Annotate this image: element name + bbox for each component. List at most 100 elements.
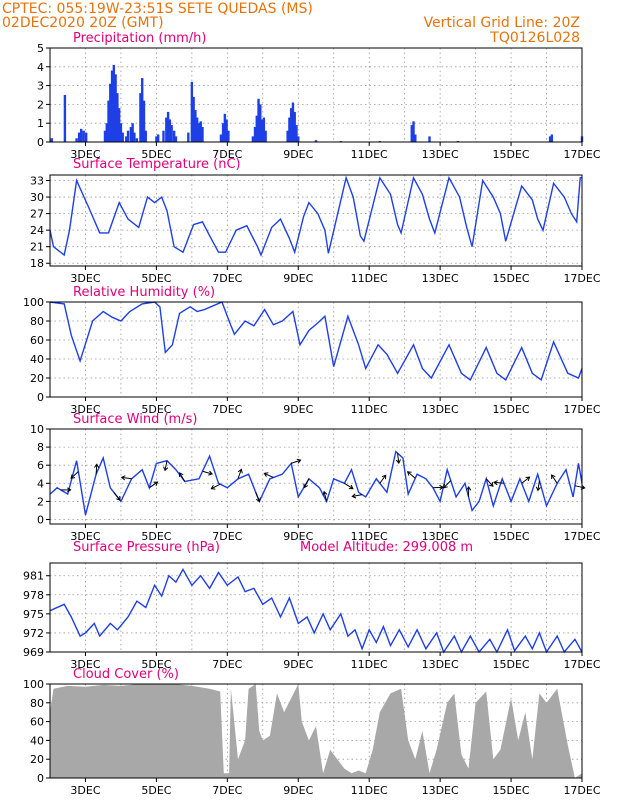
wind-barb-head	[351, 493, 357, 499]
temperature-xtick-label: 13DEC	[422, 272, 459, 285]
precipitation-bar	[114, 74, 117, 142]
temperature-xtick-label: 3DEC	[70, 272, 100, 285]
wind-barb-head	[488, 482, 494, 487]
precipitation-bar	[197, 123, 201, 142]
precipitation-ytick-label: 3	[37, 80, 44, 93]
pressure-xtick-label: 9DEC	[283, 658, 313, 671]
wind-barb	[493, 481, 505, 484]
precipitation-bar	[82, 130, 85, 142]
precipitation-bar	[199, 121, 202, 142]
wind-xtick-label: 15DEC	[493, 530, 530, 543]
cloud-cover-xtick-label: 5DEC	[141, 784, 171, 797]
header-grid-note: Vertical Grid Line: 20Z	[424, 15, 580, 31]
precipitation-bar	[548, 136, 552, 142]
cloud-cover-title: Cloud Cover (%)	[73, 667, 179, 682]
precipitation-bar	[156, 134, 160, 142]
pressure-xtick-label: 11DEC	[351, 658, 388, 671]
wind-barb	[485, 478, 494, 487]
cloud-cover-xtick-label: 7DEC	[212, 784, 242, 797]
wind-barb-head	[348, 484, 354, 490]
cloud-cover-xtick-label: 11DEC	[351, 784, 388, 797]
humidity-ytick-label: 100	[23, 296, 44, 309]
wind-barb	[264, 472, 274, 478]
wind-barb	[303, 478, 310, 488]
wind-barb	[237, 469, 242, 479]
precipitation-bar	[288, 117, 291, 142]
precipitation-frame	[49, 47, 583, 143]
wind-xtick-label: 13DEC	[422, 530, 459, 543]
wind-barb-head	[163, 466, 169, 472]
wind-xtick-label: 7DEC	[212, 530, 242, 543]
humidity-xtick-label: 9DEC	[283, 403, 313, 416]
precipitation-bar	[428, 136, 431, 142]
cloud-cover-xtick-label: 15DEC	[493, 784, 530, 797]
precipitation-bar	[84, 132, 88, 142]
precipitation-bar	[75, 138, 78, 142]
precipitation-bar	[194, 110, 197, 142]
precipitation-bar	[125, 136, 128, 142]
precipitation-bar	[170, 125, 173, 142]
wind-xtick-label: 17DEC	[563, 530, 600, 543]
precipitation-bar	[133, 132, 136, 142]
precipitation-bar	[142, 100, 146, 142]
precipitation-xtick-label: 17DEC	[563, 148, 600, 161]
precipitation-bar	[116, 93, 119, 142]
wind-barb-head	[406, 471, 412, 476]
precipitation-bar	[168, 119, 172, 142]
wind-barb	[121, 476, 132, 480]
wind-barb-head	[210, 485, 216, 490]
humidity-xtick-label: 11DEC	[351, 403, 388, 416]
precipitation-bar	[286, 130, 289, 142]
wind-frame	[49, 428, 583, 525]
humidity-title: Relative Humidity (%)	[73, 285, 215, 300]
precipitation-xtick-label: 13DEC	[422, 148, 459, 161]
wind-barb-head	[525, 476, 531, 482]
wind-barb-head	[153, 481, 159, 486]
pressure-xtick-label: 7DEC	[212, 658, 242, 671]
precipitation-ytick-label: 0	[37, 136, 44, 149]
wind-barb	[537, 480, 540, 491]
pressure-title: Surface Pressure (hPa)	[73, 540, 220, 555]
precipitation-bar	[195, 117, 199, 142]
precipitation-bar	[135, 138, 139, 142]
wind-barb-head	[439, 484, 444, 491]
pressure-xtick-label: 17DEC	[563, 658, 600, 671]
precipitation-bar	[255, 115, 258, 142]
pressure-panel: Surface Pressure (hPa) Model Altitude: 29…	[23, 540, 601, 671]
precipitation-bar	[129, 126, 133, 142]
wind-barb	[149, 481, 158, 489]
wind-barb-head	[70, 474, 76, 479]
cloud-cover-ytick-label: 80	[30, 697, 44, 710]
temperature-frame	[49, 174, 583, 267]
temperature-xtick-label: 7DEC	[212, 272, 242, 285]
wind-barb-head	[208, 470, 213, 476]
precipitation-bar	[293, 111, 296, 142]
humidity-xtick-label: 5DEC	[141, 403, 171, 416]
wind-barb	[202, 470, 213, 475]
temperature-ytick-label: 27	[30, 208, 44, 221]
wind-barb	[407, 471, 416, 479]
pressure-annotation: Model Altitude: 299.008 m	[300, 540, 473, 555]
wind-barb	[70, 471, 79, 479]
humidity-ytick-label: 60	[30, 334, 44, 347]
temperature-xtick-label: 15DEC	[493, 272, 530, 285]
precipitation-bar	[166, 111, 170, 142]
humidity-panel: Relative Humidity (%) 0 20 40 60 80 100 3DEC 5DE…	[23, 285, 601, 416]
wind-barb	[211, 483, 221, 490]
cloud-cover-ytick-label: 20	[30, 753, 44, 766]
precipitation-bar	[155, 136, 158, 142]
precipitation-bar	[121, 132, 124, 142]
precipitation-xtick-label: 3DEC	[70, 148, 100, 161]
precipitation-bar	[262, 117, 266, 142]
wind-barb	[574, 485, 585, 489]
wind-barb-head	[322, 490, 328, 496]
wind-barb	[95, 464, 98, 475]
temperature-ytick-label: 30	[30, 191, 44, 204]
temperature-xtick-label: 11DEC	[351, 272, 388, 285]
precipitation-bar	[126, 130, 130, 142]
wind-ytick-label: 4	[37, 477, 44, 490]
precipitation-bar	[190, 81, 194, 142]
precipitation-bar	[314, 140, 318, 142]
header-location: CPTEC: 055:19W-23:51S SETE QUEDAS (MS)	[2, 1, 313, 17]
humidity-frame	[49, 301, 583, 398]
